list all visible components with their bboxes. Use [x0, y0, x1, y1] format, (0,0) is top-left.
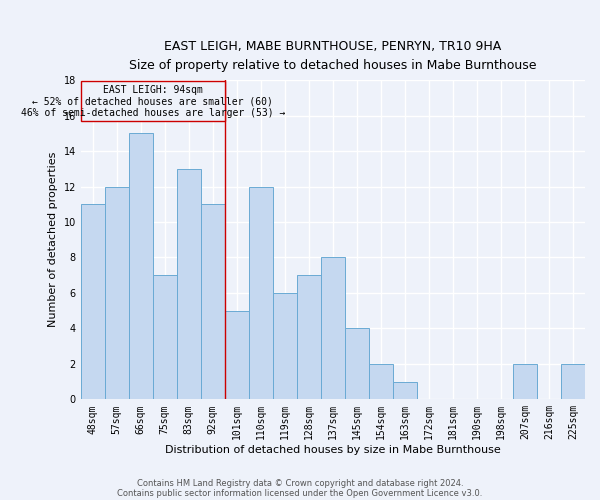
Bar — [249, 186, 273, 400]
X-axis label: Distribution of detached houses by size in Mabe Burnthouse: Distribution of detached houses by size … — [165, 445, 501, 455]
Bar — [321, 258, 345, 400]
Bar — [177, 169, 201, 400]
Bar — [513, 364, 537, 400]
Bar — [393, 382, 417, 400]
Bar — [561, 364, 585, 400]
Bar — [225, 310, 249, 400]
Bar — [297, 275, 321, 400]
Bar — [369, 364, 393, 400]
Text: EAST LEIGH: 94sqm: EAST LEIGH: 94sqm — [103, 84, 203, 94]
Text: Contains HM Land Registry data © Crown copyright and database right 2024.: Contains HM Land Registry data © Crown c… — [137, 478, 463, 488]
Bar — [81, 204, 105, 400]
Text: 46% of semi-detached houses are larger (53) →: 46% of semi-detached houses are larger (… — [20, 108, 285, 118]
Bar — [153, 275, 177, 400]
Y-axis label: Number of detached properties: Number of detached properties — [48, 152, 58, 328]
FancyBboxPatch shape — [81, 81, 225, 121]
Bar — [345, 328, 369, 400]
Text: Contains public sector information licensed under the Open Government Licence v3: Contains public sector information licen… — [118, 488, 482, 498]
Text: ← 52% of detached houses are smaller (60): ← 52% of detached houses are smaller (60… — [32, 96, 273, 106]
Bar — [105, 186, 129, 400]
Title: EAST LEIGH, MABE BURNTHOUSE, PENRYN, TR10 9HA
Size of property relative to detac: EAST LEIGH, MABE BURNTHOUSE, PENRYN, TR1… — [129, 40, 536, 72]
Bar — [273, 293, 297, 400]
Bar — [129, 134, 153, 400]
Bar — [201, 204, 225, 400]
